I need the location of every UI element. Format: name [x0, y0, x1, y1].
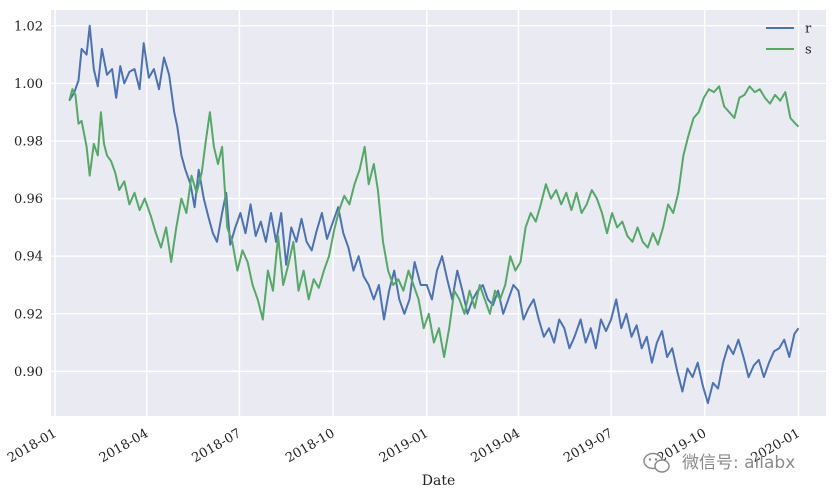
legend-label-s: s: [805, 43, 812, 58]
legend-label-r: r: [805, 22, 812, 37]
series-line-r: [68, 24, 800, 404]
watermark: 微信号: ailabx: [643, 452, 795, 473]
series-line-s: [68, 85, 800, 358]
y-tick-label: 0.92: [14, 307, 43, 322]
y-tick-label: 0.94: [14, 250, 43, 265]
y-tick-label: 1.00: [14, 77, 43, 92]
grid-lines: [51, 10, 826, 416]
x-tick-label: 2019-04: [469, 426, 523, 466]
x-axis-label: Date: [422, 473, 455, 489]
watermark-text: 微信号: ailabx: [682, 453, 795, 473]
x-tick-label: 2018-07: [190, 426, 244, 466]
y-tick-label: 1.02: [14, 19, 43, 34]
y-axis-ticks: 0.90 0.92 0.94 0.96 0.98 1.00 1.02: [14, 19, 43, 380]
y-tick-label: 0.98: [14, 135, 43, 150]
y-tick-label: 0.96: [14, 192, 43, 207]
x-tick-label: 2019-01: [377, 426, 431, 466]
plot-area: [51, 10, 826, 416]
x-tick-label: 2018-10: [283, 426, 337, 466]
x-tick-label: 2019-07: [561, 426, 615, 466]
x-tick-label: 2018-01: [5, 426, 59, 466]
wechat-icon: [643, 452, 670, 473]
legend: rs: [766, 22, 812, 58]
y-tick-label: 0.90: [14, 365, 43, 380]
x-tick-label: 2018-04: [97, 426, 151, 466]
series-lines: [68, 24, 800, 404]
